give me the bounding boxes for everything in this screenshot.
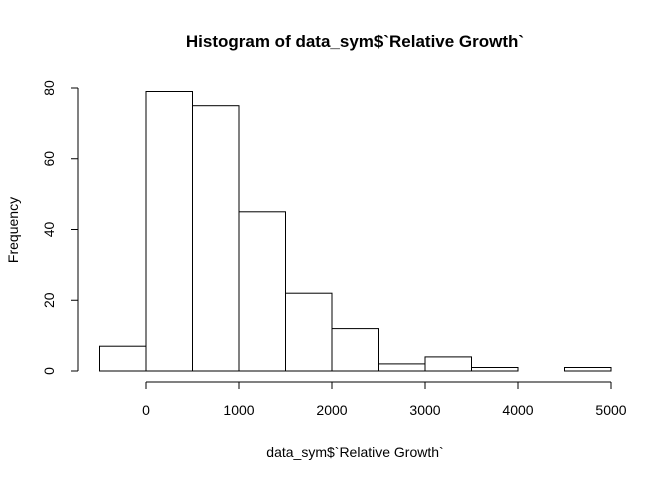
histogram-bar-5 [331, 328, 379, 372]
y-tick-label: 0 [41, 367, 57, 375]
y-tick-label: 20 [41, 292, 57, 308]
histogram-bar-6 [378, 363, 426, 372]
histogram-bar-3 [238, 211, 286, 372]
y-tick-label: 60 [41, 151, 57, 167]
y-axis-label: Frequency [5, 197, 21, 263]
histogram-bars [99, 91, 612, 372]
histogram-bar-8 [471, 367, 519, 372]
x-axis: 0 1000 2000 3000 4000 5000 [142, 381, 627, 418]
y-tick-label: 80 [41, 80, 57, 96]
chart-title: Histogram of data_sym$`Relative Growth` [186, 32, 524, 51]
histogram-bar-1 [145, 91, 193, 372]
histogram-bar-4 [285, 292, 333, 372]
histogram-bar-0 [99, 345, 147, 372]
x-tick-label: 0 [142, 402, 150, 418]
x-tick-label: 5000 [595, 402, 626, 418]
x-axis-label: data_sym$`Relative Growth` [266, 444, 443, 460]
x-tick-label: 2000 [316, 402, 347, 418]
x-tick-label: 3000 [409, 402, 440, 418]
histogram-bar-2 [192, 105, 240, 372]
histogram-bar-7 [424, 356, 472, 372]
y-tick-label: 40 [41, 222, 57, 238]
x-tick-label: 4000 [502, 402, 533, 418]
x-tick-label: 1000 [223, 402, 254, 418]
y-axis: 0 20 40 60 80 [41, 80, 79, 375]
histogram-bar-10 [564, 367, 612, 372]
